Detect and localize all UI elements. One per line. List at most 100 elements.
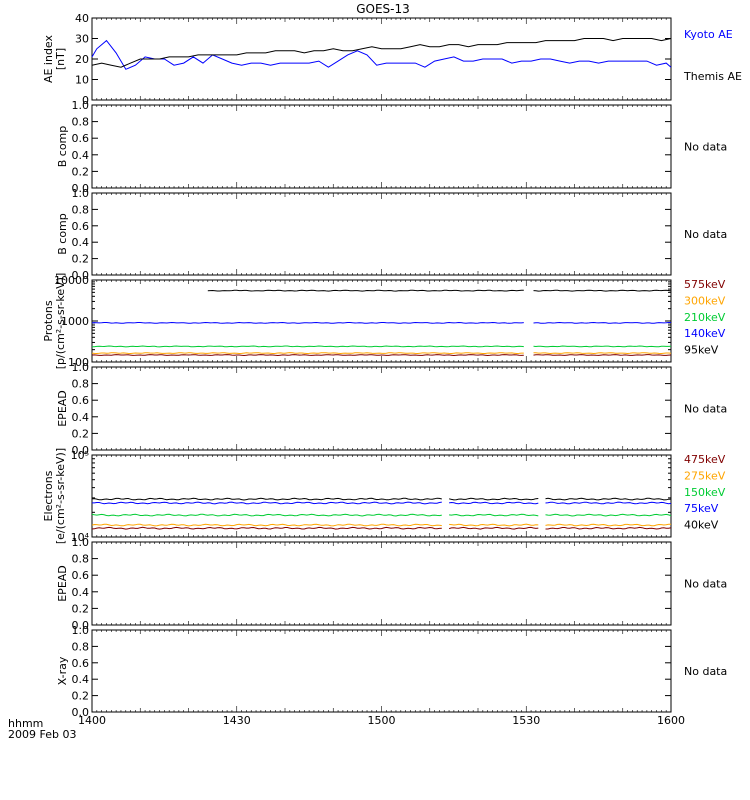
y-tick-label: 0.2 (72, 690, 90, 703)
y-tick-label: 0.0 (72, 706, 90, 719)
panels: 0 10 20 30 40 AE index [nT] Kyoto AE Themis AE 0.… (42, 12, 742, 719)
y-tick-label: 10 (75, 74, 89, 87)
panel-frame (91, 279, 672, 363)
legend-entry: Kyoto AE (684, 28, 733, 41)
series-140kev (533, 321, 671, 324)
y-axis-label: B comp (56, 213, 69, 255)
series-150kev (545, 513, 672, 517)
panel-electrons: 10⁴ 10⁵ Electrons [e/(cm²-s-sr-keV)] 475keV 2… (42, 448, 726, 544)
y-axis-label: EPEAD (56, 565, 69, 602)
legend-entry: 150keV (684, 486, 726, 499)
no-data-label: No data (684, 228, 727, 241)
time-units-label: hhmm (8, 717, 43, 730)
x-tick-label: 1600 (657, 714, 685, 727)
no-data-label: No data (684, 665, 727, 678)
series-150kev (449, 513, 539, 517)
y-tick-label: 0.0 (72, 444, 90, 457)
y-axis-label: EPEAD (56, 390, 69, 427)
y-tick-label: 0.4 (72, 586, 90, 599)
series-40kev (545, 497, 672, 501)
y-axis-label: B comp (56, 126, 69, 168)
legend-entry: 275keV (684, 469, 726, 482)
series-300kev (533, 352, 672, 355)
legend-entry: 300keV (684, 294, 726, 307)
y-axis-label: [e/(cm²-s-sr-keV)] (54, 448, 67, 544)
y-tick-label: 0.0 (72, 182, 90, 195)
y-tick-label: 30 (75, 33, 89, 46)
y-tick-label: 10⁵ (71, 449, 89, 462)
y-tick-label: 1.0 (72, 361, 90, 374)
y-tick-label: 0.4 (72, 411, 90, 424)
panel-epead2: 0.0 0.2 0.4 0.6 0.8 1.0 EPEAD No data (56, 536, 727, 632)
y-tick-label: 0.8 (72, 116, 90, 129)
panel-frame (91, 366, 672, 451)
date-label: 2009 Feb 03 (8, 728, 76, 741)
series-275kev (91, 523, 442, 527)
legend-entry: 475keV (684, 453, 726, 466)
series-575kev (533, 354, 672, 356)
legend-entry: 575keV (684, 278, 726, 291)
y-tick-label: 0.0 (72, 619, 90, 632)
series-40kev (91, 497, 442, 501)
series-40kev (448, 497, 539, 501)
series-140kev (91, 321, 524, 324)
y-tick-label: 10⁴ (71, 531, 90, 544)
y-tick-label: 0.6 (72, 132, 90, 145)
panel-bcomp1: 0.0 0.2 0.4 0.6 0.8 1.0 B comp No data (56, 99, 727, 195)
no-data-label: No data (684, 403, 727, 416)
series-75kev (449, 501, 539, 505)
legend-entry: 95keV (684, 344, 719, 357)
panel-xray: 0.0 0.2 0.4 0.6 0.8 1.0 X-ray No data (56, 624, 727, 719)
series-210kev (91, 345, 524, 348)
y-tick-label: 1.0 (72, 187, 90, 200)
panel-frame (91, 17, 672, 101)
y-tick-label: 1.0 (72, 536, 90, 549)
y-tick-label: 0.8 (72, 640, 90, 653)
y-tick-label: 0.6 (72, 569, 90, 582)
y-tick-label: 0.6 (72, 394, 90, 407)
y-tick-label: 1.0 (72, 624, 90, 637)
y-tick-label: 0.2 (72, 427, 90, 440)
y-axis-label: AE index (42, 34, 55, 83)
y-axis-label: [p/(cm²-s-sr-keV)] (54, 273, 67, 370)
y-tick-label: 0.8 (72, 378, 90, 391)
panel-frame (91, 629, 672, 713)
panel-frame (91, 192, 672, 276)
legend-entry: 75keV (684, 502, 719, 515)
y-tick-label: 0.2 (72, 165, 90, 178)
series-75kev (545, 501, 672, 505)
y-tick-label: 10000 (54, 274, 89, 287)
legend-entry: 140keV (684, 327, 726, 340)
series-475kev (448, 526, 539, 530)
series-150kev (91, 513, 442, 517)
y-tick-label: 0.4 (72, 149, 90, 162)
legend-entry: 40keV (684, 519, 719, 532)
legend-entry: Themis AE (683, 70, 742, 83)
series-275kev (449, 523, 539, 527)
y-tick-label: 0.2 (72, 602, 90, 615)
y-axis-label: [nT] (54, 48, 67, 70)
series-95kev (533, 289, 672, 292)
y-tick-label: 40 (75, 12, 89, 25)
y-tick-label: 20 (75, 53, 89, 66)
y-tick-label: 0.4 (72, 236, 90, 249)
panel-epead1: 0.0 0.2 0.4 0.6 0.8 1.0 EPEAD No data (56, 361, 727, 457)
y-tick-label: 1000 (61, 315, 89, 328)
series-275kev (545, 523, 671, 527)
x-tick-label: 1430 (223, 714, 251, 727)
y-axis-label: Electrons (42, 470, 55, 521)
y-tick-label: 0.2 (72, 253, 90, 266)
no-data-label: No data (684, 141, 727, 154)
plot-title: GOES-13 (356, 2, 410, 16)
y-tick-label: 1.0 (72, 99, 90, 112)
y-tick-label: 0.6 (72, 220, 90, 233)
legend-entry: 210keV (684, 311, 726, 324)
series-210kev (533, 345, 672, 348)
series-95kev (207, 289, 524, 292)
y-axis-label: Protons (42, 300, 55, 341)
panel-frame (91, 541, 672, 626)
y-tick-label: 0.4 (72, 673, 90, 686)
y-tick-label: 0.6 (72, 657, 90, 670)
series-kyoto-ae (91, 39, 672, 70)
y-tick-label: 0.8 (72, 203, 90, 216)
